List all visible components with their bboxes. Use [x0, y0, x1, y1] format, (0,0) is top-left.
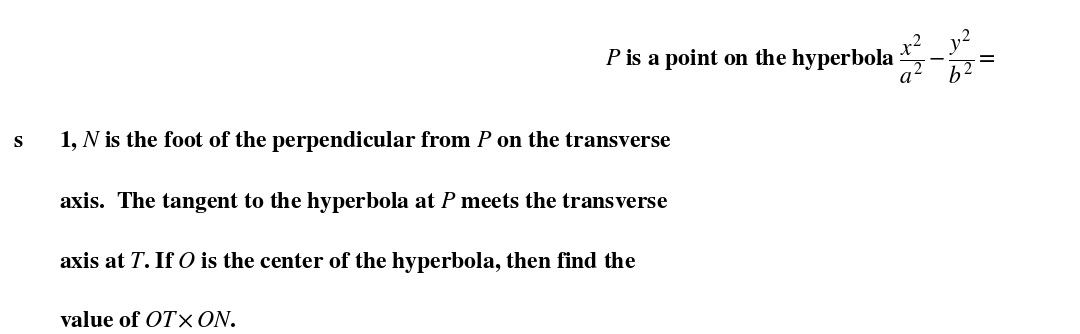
Text: 1, $N$ is the foot of the perpendicular from $P$ on the transverse: 1, $N$ is the foot of the perpendicular … — [59, 130, 672, 154]
Text: s: s — [13, 132, 22, 152]
Text: axis.  The tangent to the hyperbola at $P$ meets the transverse: axis. The tangent to the hyperbola at $P… — [59, 190, 669, 214]
Text: value of $OT \times ON$.: value of $OT \times ON$. — [59, 312, 237, 333]
Text: $\mathit{P}$ is a point on the hyperbola $\dfrac{x^2}{a^2}-\dfrac{y^2}{b^2}=$: $\mathit{P}$ is a point on the hyperbola… — [605, 28, 996, 86]
Text: axis at $T$. If $O$ is the center of the hyperbola, then find the: axis at $T$. If $O$ is the center of the… — [59, 250, 636, 275]
